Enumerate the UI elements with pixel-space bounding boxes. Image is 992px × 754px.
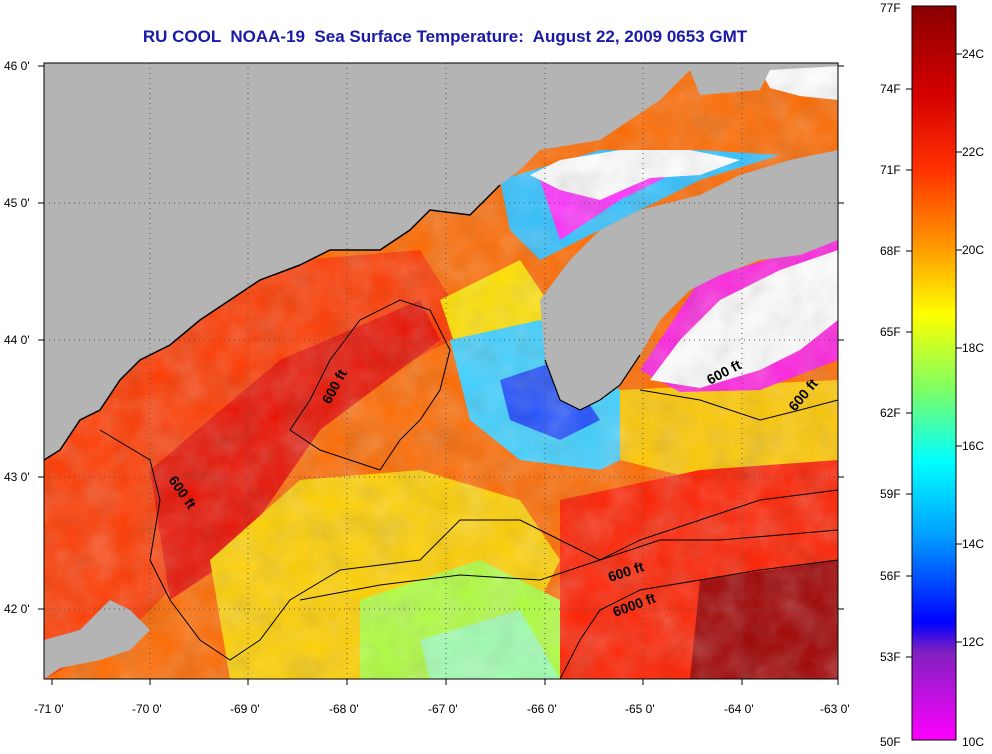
land-cape-cod [44,600,150,679]
cb-c-12: 12C [962,635,984,649]
map-border [43,62,839,680]
lon-label-63: -63 0' [820,702,850,716]
contour-600ft-west [99,429,838,661]
contour-6000ft-south [559,559,838,679]
lon-label-67: -67 0' [428,702,458,716]
lat-label-46: 46 0' [4,59,30,73]
contour-600ft-inner [289,299,451,471]
lon-label-66: -66 0' [527,702,557,716]
map-title: RU COOL NOAA-19 Sea Surface Temperature:… [142,27,748,46]
lon-label-68: -68 0' [329,702,359,716]
contour-6000ft [299,529,838,601]
cb-f-53: 53F [880,650,901,664]
cb-c-16: 16C [962,439,984,453]
cb-c-20: 20C [962,243,984,257]
lat-label-42: 42 0' [4,602,30,616]
cb-f-74: 74F [880,82,901,96]
cb-f-71: 71F [880,163,901,177]
lon-label-71: -71 0' [34,702,64,716]
cb-c-24: 24C [962,47,984,61]
lon-label-69: -69 0' [230,702,260,716]
land-nova-scotia [540,150,838,410]
longitude-axis: -71 0' -70 0' -69 0' -68 0' -67 0' -66 0… [34,679,850,716]
latitude-axis: 46 0' 45 0' 44 0' 43 0' 42 0' [4,59,844,616]
land-mainland [44,63,838,460]
lat-label-44: 44 0' [4,333,30,347]
lon-label-64: -64 0' [724,702,754,716]
lat-label-43: 43 0' [4,470,30,484]
cb-f-77: 77F [880,1,901,15]
lon-label-70: -70 0' [132,702,162,716]
cb-c-10: 10C [962,735,984,749]
cb-f-68: 68F [880,244,901,258]
map-area: 600 ft 600 ft 600 ft 600 ft 600 ft 6000 … [44,63,838,679]
cb-f-50: 50F [880,735,901,749]
contour-600ft-east [639,389,838,421]
cb-c-14: 14C [962,537,984,551]
cb-c-18: 18C [962,341,984,355]
colorbar-gradient [911,5,957,741]
cb-f-56: 56F [880,569,901,583]
colorbar: 77F 74F 71F 68F 65F 62F 59F 56F 53F 50F … [880,1,984,749]
cb-c-22: 22C [962,145,984,159]
cb-f-65: 65F [880,325,901,339]
cb-f-59: 59F [880,487,901,501]
lon-label-65: -65 0' [625,702,655,716]
lat-label-45: 45 0' [4,196,30,210]
cb-f-62: 62F [880,406,901,420]
